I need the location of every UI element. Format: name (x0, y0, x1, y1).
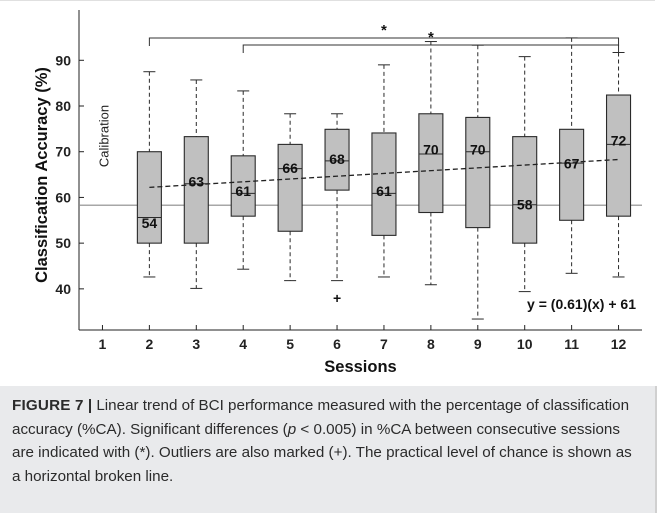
x-tick-label: 10 (517, 336, 533, 352)
box-iqr (277, 143, 303, 232)
significance-bracket (242, 44, 620, 53)
box-value-label: 68 (329, 151, 345, 167)
x-axis-label: Sessions (324, 358, 396, 376)
x-tick-label: 12 (611, 336, 627, 352)
y-tick-label: 90 (55, 52, 71, 68)
figure-label: FIGURE 7 (12, 397, 84, 414)
y-tick-label: 60 (55, 189, 71, 205)
y-tick-label: 40 (55, 281, 71, 297)
x-tick-label: 5 (286, 336, 294, 352)
x-tick-label: 9 (474, 336, 482, 352)
trend-equation: y = (0.61)(x) + 61 (527, 296, 636, 312)
box-iqr (418, 113, 444, 214)
box-iqr (465, 116, 491, 229)
significance-bracket (148, 37, 620, 46)
box-value-label: 61 (235, 183, 251, 199)
box-value-label: 66 (282, 160, 298, 176)
box-iqr (605, 94, 632, 217)
caption-separator: | (87, 397, 93, 414)
box-value-label: 63 (189, 174, 205, 190)
box-iqr (324, 128, 350, 191)
x-tick-label: 11 (564, 336, 579, 352)
box-iqr (559, 128, 585, 221)
box-value-label: 72 (611, 133, 627, 149)
figure-caption-box: FIGURE 7 | Linear trend of BCI performan… (0, 386, 657, 513)
x-tick-label: 2 (145, 336, 153, 352)
x-tick-label: 4 (239, 336, 247, 352)
box-value-label: 58 (517, 197, 533, 213)
box-value-label: 67 (564, 155, 580, 171)
box-value-label: 70 (470, 142, 486, 158)
box-iqr (371, 132, 397, 236)
outlier-marker: + (333, 290, 341, 306)
x-tick-label: 3 (192, 336, 200, 352)
x-tick-label: 7 (380, 336, 388, 352)
box-iqr (136, 151, 162, 244)
box-iqr (183, 136, 209, 244)
caption-p-symbol: p (287, 420, 297, 438)
y-axis-label: Classification Accuracy (%) (33, 67, 51, 283)
y-tick-label: 70 (55, 144, 71, 160)
x-tick-label: 1 (99, 336, 107, 352)
caption-text-2: < 0.005) in %CA between consecutive sess… (12, 420, 632, 485)
y-tick-label: 50 (55, 235, 71, 251)
significance-star: * (428, 29, 434, 46)
box-value-label: 61 (376, 183, 392, 199)
x-tick-label: 8 (427, 336, 435, 352)
top-rule (0, 0, 655, 1)
significance-star: * (381, 22, 387, 39)
trend-line (149, 158, 619, 189)
box-iqr (512, 136, 538, 244)
box-iqr (230, 155, 256, 217)
y-tick-label: 80 (55, 98, 71, 114)
x-tick-label: 6 (333, 336, 341, 352)
box-value-label: 54 (142, 215, 158, 231)
calibration-label: Calibration (96, 105, 111, 167)
caption-text-1: Linear trend of BCI performance measured… (12, 397, 630, 438)
figure-caption: FIGURE 7 | Linear trend of BCI performan… (12, 394, 644, 488)
box-value-label: 70 (423, 142, 439, 158)
